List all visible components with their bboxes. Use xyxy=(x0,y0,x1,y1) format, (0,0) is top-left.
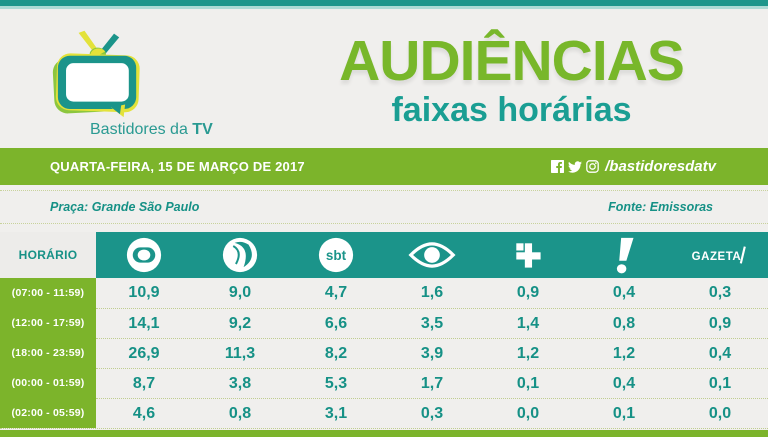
rating-value: 1,2 xyxy=(516,344,540,362)
network-logo-gazeta: GAZETA xyxy=(672,232,768,278)
svg-text:GAZETA: GAZETA xyxy=(692,251,742,263)
rating-value: 1,6 xyxy=(420,284,444,301)
rating-value: 0,8 xyxy=(612,314,636,332)
redetv-exclamation-icon xyxy=(616,237,634,274)
time-slot-label: (07:00 - 11:59) xyxy=(11,287,85,299)
ratings-grid: 10,9 9,0 4,7 1,6 0,9 0,4 0,3 14,1 9,2 6,… xyxy=(96,278,768,428)
page-subtitle: faixas horárias xyxy=(391,91,632,130)
instagram-icon xyxy=(586,160,599,173)
rating-value: 0,1 xyxy=(708,374,732,392)
rating-value: 0,4 xyxy=(612,284,636,301)
rating-value: 0,4 xyxy=(708,344,732,362)
social-links: /bastidoresdatv xyxy=(551,158,716,175)
rating-value: 0,1 xyxy=(516,374,540,392)
facebook-icon xyxy=(551,160,565,173)
bottom-accent-bar xyxy=(0,430,768,437)
globo-icon xyxy=(126,237,162,273)
network-logo-record xyxy=(192,232,288,278)
rating-value: 3,9 xyxy=(420,344,444,362)
rating-value: 0,3 xyxy=(708,284,732,301)
time-slot-label: (00:00 - 01:59) xyxy=(11,377,85,389)
rating-value: 0,9 xyxy=(516,284,540,301)
time-slot-label: (18:00 - 23:59) xyxy=(11,347,85,359)
rating-value: 0,4 xyxy=(612,374,636,392)
fonte-label: Fonte: Emissoras xyxy=(608,200,713,214)
rating-value: 3,5 xyxy=(420,314,444,332)
rating-value: 14,1 xyxy=(128,314,160,332)
page-title: AUDIÊNCIAS xyxy=(339,29,685,94)
table-row: 14,1 9,2 6,6 3,5 1,4 0,8 0,9 xyxy=(96,308,768,338)
rating-value: 9,2 xyxy=(228,314,252,332)
table-row: 4,6 0,8 3,1 0,3 0,0 0,1 0,0 xyxy=(96,398,768,428)
rating-value: 10,9 xyxy=(128,284,160,301)
rating-value: 6,6 xyxy=(324,314,348,332)
network-header-band: sbt GAZETA xyxy=(96,232,768,278)
gazeta-icon: GAZETA xyxy=(692,246,746,264)
brand-text-bold: TV xyxy=(192,121,213,138)
rating-value: 0,1 xyxy=(612,404,636,422)
tv-logo-icon xyxy=(52,30,140,118)
network-logo-sbt: sbt xyxy=(288,232,384,278)
rating-value: 8,7 xyxy=(132,374,156,392)
rating-value: 0,8 xyxy=(228,404,252,422)
rating-value: 3,1 xyxy=(324,404,348,422)
sbt-icon: sbt xyxy=(318,237,354,273)
rating-value: 1,7 xyxy=(420,374,444,392)
rating-value: 3,8 xyxy=(228,374,252,392)
table-row: 10,9 9,0 4,7 1,6 0,9 0,4 0,3 xyxy=(96,278,768,308)
time-slot-label: (12:00 - 17:59) xyxy=(11,317,85,329)
rating-value: 0,3 xyxy=(420,404,444,422)
date-label: QUARTA-FEIRA, 15 DE MARÇO DE 2017 xyxy=(50,159,305,174)
rating-value: 4,6 xyxy=(132,404,156,422)
network-logo-redetv xyxy=(576,232,672,278)
horario-header: HORÁRIO xyxy=(0,232,96,278)
table-row: 26,9 11,3 8,2 3,9 1,2 1,2 0,4 xyxy=(96,338,768,368)
top-accent-bar xyxy=(0,0,768,6)
band-eye-icon xyxy=(408,242,456,268)
rating-value: 26,9 xyxy=(128,344,160,362)
top-accent-bar-light xyxy=(0,6,768,9)
date-bar: QUARTA-FEIRA, 15 DE MARÇO DE 2017 /basti… xyxy=(0,148,768,185)
rating-value: 8,2 xyxy=(324,344,348,362)
twitter-icon xyxy=(568,160,583,173)
rating-value: 0,9 xyxy=(708,314,732,332)
time-slot-label: (02:00 - 05:59) xyxy=(11,407,85,419)
time-slot-column: (07:00 - 11:59) (12:00 - 17:59) (18:00 -… xyxy=(0,278,96,428)
rating-value: 1,2 xyxy=(612,344,636,362)
network-logo-band xyxy=(384,232,480,278)
social-handle: /bastidoresdatv xyxy=(605,158,716,175)
table-row: 8,7 3,8 5,3 1,7 0,1 0,4 0,1 xyxy=(96,368,768,398)
bottom-divider xyxy=(0,428,768,429)
rating-value: 11,3 xyxy=(224,344,256,362)
rating-value: 0,0 xyxy=(516,404,540,422)
header: Bastidores da TV AUDIÊNCIAS faixas horár… xyxy=(0,9,768,148)
brand-logo: Bastidores da TV xyxy=(0,9,255,148)
brand-name: Bastidores da TV xyxy=(90,121,213,139)
rating-value: 1,4 xyxy=(516,314,540,332)
brand-text: Bastidores da xyxy=(90,121,188,138)
rating-value: 9,0 xyxy=(228,284,252,301)
network-logo-globo xyxy=(96,232,192,278)
svg-text:sbt: sbt xyxy=(326,248,347,263)
rating-value: 5,3 xyxy=(324,374,348,392)
table-body: (07:00 - 11:59) (12:00 - 17:59) (18:00 -… xyxy=(0,278,768,428)
network-logo-cultura xyxy=(480,232,576,278)
table-header: HORÁRIO sbt GAZETA xyxy=(0,232,768,278)
cultura-cross-icon xyxy=(516,243,541,268)
title-block: AUDIÊNCIAS faixas horárias xyxy=(255,9,768,148)
record-icon xyxy=(222,237,258,273)
rating-value: 0,0 xyxy=(708,404,732,422)
rating-value: 4,7 xyxy=(324,284,348,301)
meta-row: Praça: Grande São Paulo Fonte: Emissoras xyxy=(0,190,768,224)
praca-label: Praça: Grande São Paulo xyxy=(50,200,200,214)
